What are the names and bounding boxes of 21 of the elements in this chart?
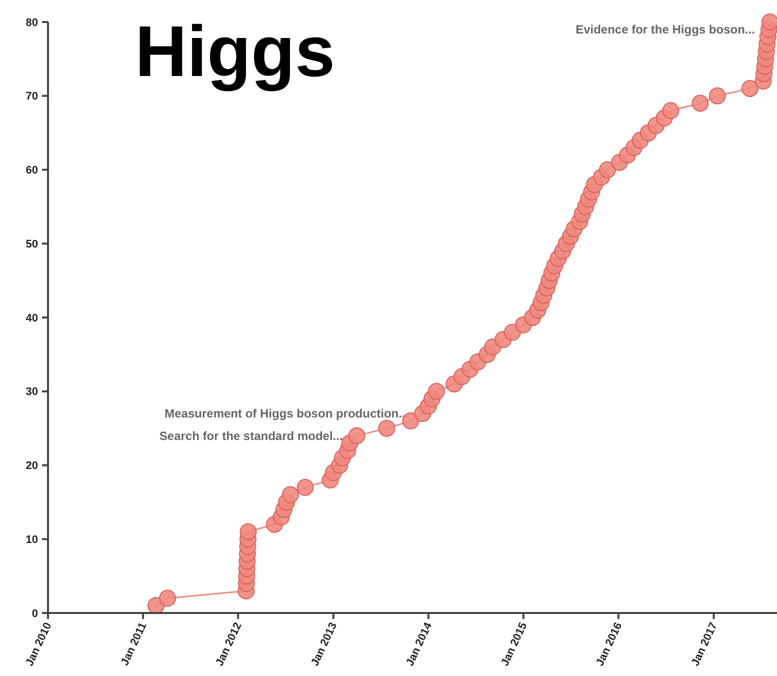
x-tick-label: Jan 2016	[594, 620, 625, 668]
y-tick-label: 40	[26, 312, 38, 324]
y-tick-label: 70	[26, 90, 38, 103]
x-tick-label: Jan 2011	[118, 620, 150, 668]
chart-title: Higgs	[135, 12, 336, 92]
x-tick-label: Jan 2014	[404, 620, 435, 668]
y-tick-label: 50	[26, 238, 38, 250]
x-tick-label: Jan 2017	[689, 620, 720, 668]
x-tick-label: Jan 2015	[499, 620, 530, 668]
y-tick-label: 60	[26, 164, 38, 177]
x-tick-label: Jan 2010	[24, 620, 54, 668]
y-tick-label: 10	[26, 534, 38, 546]
annotation: Search for the standard model...	[159, 428, 343, 443]
annotation: Evidence for the Higgs boson...	[576, 22, 755, 37]
x-tick-label: Jan 2013	[309, 620, 340, 668]
annotation: Measurement of Higgs boson production...	[164, 406, 409, 421]
y-tick-label: 20	[26, 460, 38, 472]
y-tick-label: 80	[26, 16, 38, 29]
y-tick-label: 0	[32, 608, 38, 620]
x-tick-label: Jan 2012	[214, 620, 244, 668]
y-tick-label: 30	[26, 386, 38, 398]
